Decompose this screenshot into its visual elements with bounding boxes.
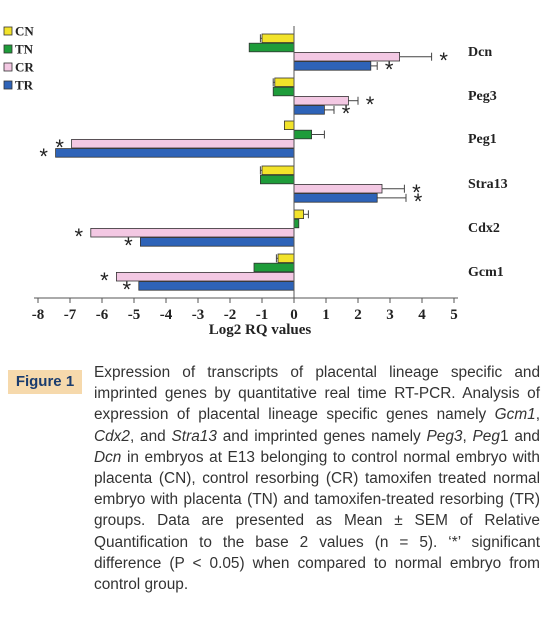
legend-swatch [3, 80, 13, 90]
significance-marker: * [55, 135, 64, 160]
legend-swatch [3, 62, 13, 72]
x-axis: -8 -7 -6 -5 -4 -3 -2 -1 0 1 2 3 4 5 [32, 26, 458, 323]
x-tick-label: -4 [160, 307, 173, 323]
significance-marker: * [39, 144, 48, 169]
legend-label: TN [15, 42, 34, 57]
x-tick-label: -2 [224, 307, 237, 323]
gene-label: Cdx2 [468, 221, 500, 236]
significance-marker: * [123, 277, 132, 302]
legend-label: TR [15, 78, 34, 93]
significance-marker: * [342, 101, 351, 126]
bar-cn-dcn [261, 33, 295, 44]
x-tick-label: -6 [96, 307, 109, 323]
x-tick-label: 3 [386, 307, 394, 323]
bar-cr-gcm1 [116, 271, 295, 282]
gene-label: Gcm1 [468, 265, 504, 280]
bar-tn-stra13 [259, 174, 295, 185]
significance-marker: * [385, 57, 394, 82]
x-axis-title: Log2 RQ values [209, 322, 312, 338]
x-tick-label: -3 [192, 307, 205, 323]
significance-marker: * [412, 180, 421, 205]
chart-bars: ********* ** * [39, 33, 448, 302]
bar-cr-peg1 [71, 138, 295, 149]
x-tick-label: 4 [418, 307, 426, 323]
x-tick-label: 1 [322, 307, 330, 323]
bar-cn-cdx2 [293, 209, 305, 220]
bar-tr-peg3 [293, 105, 325, 115]
significance-marker: * [100, 268, 109, 293]
bar-cr-stra13 [293, 183, 383, 194]
bar-tn-cdx2 [293, 218, 300, 229]
significance-marker: * [75, 224, 84, 249]
chart-legend: CN TN CR TR [3, 24, 34, 93]
gene-label: Peg1 [468, 132, 497, 147]
significance-marker: * [414, 189, 423, 214]
bar-tr-gcm1 [138, 281, 295, 291]
x-tick-label: -8 [32, 307, 45, 323]
x-tick-label: 5 [450, 307, 458, 323]
bar-cr-cdx2 [90, 227, 295, 238]
x-tick-label: 2 [354, 307, 362, 323]
bar-tr-cdx2 [139, 237, 295, 247]
bar-cr-peg3 [293, 96, 349, 106]
x-tick-label: 0 [290, 307, 298, 323]
figure-badge: Figure 1 [8, 370, 82, 394]
x-tick-label: -7 [64, 307, 77, 323]
gene-label: Peg3 [468, 89, 497, 104]
significance-marker: * [124, 233, 133, 258]
bar-cn-gcm1 [277, 253, 295, 264]
bar-cr-dcn [293, 52, 400, 62]
bar-cn-peg1 [283, 120, 295, 131]
gene-labels: Dcn Peg3 Peg1 Stra13 Cdx2 Gcm1 [468, 45, 508, 280]
x-tick-label: -1 [256, 307, 269, 323]
x-tick-label: -5 [128, 307, 141, 323]
bar-tr-peg1 [55, 148, 295, 158]
bar-tr-stra13 [293, 193, 378, 203]
bar-tn-dcn [248, 42, 295, 53]
bar-tr-dcn [293, 61, 372, 71]
caption-text: Expression of transcripts of placental l… [94, 364, 540, 594]
bar-tn-peg1 [293, 129, 313, 140]
gene-label: Stra13 [468, 177, 508, 192]
significance-marker: * [439, 48, 448, 73]
bar-cn-peg3 [274, 77, 295, 88]
legend-label: CN [15, 24, 34, 39]
bar-tn-gcm1 [253, 262, 295, 273]
gene-label: Dcn [468, 45, 492, 60]
legend-swatch [3, 44, 13, 54]
bar-cn-stra13 [261, 165, 295, 176]
significance-marker: * [366, 92, 375, 117]
bar-tn-peg3 [272, 86, 295, 97]
legend-swatch [3, 26, 13, 36]
legend-label: CR [15, 60, 34, 75]
